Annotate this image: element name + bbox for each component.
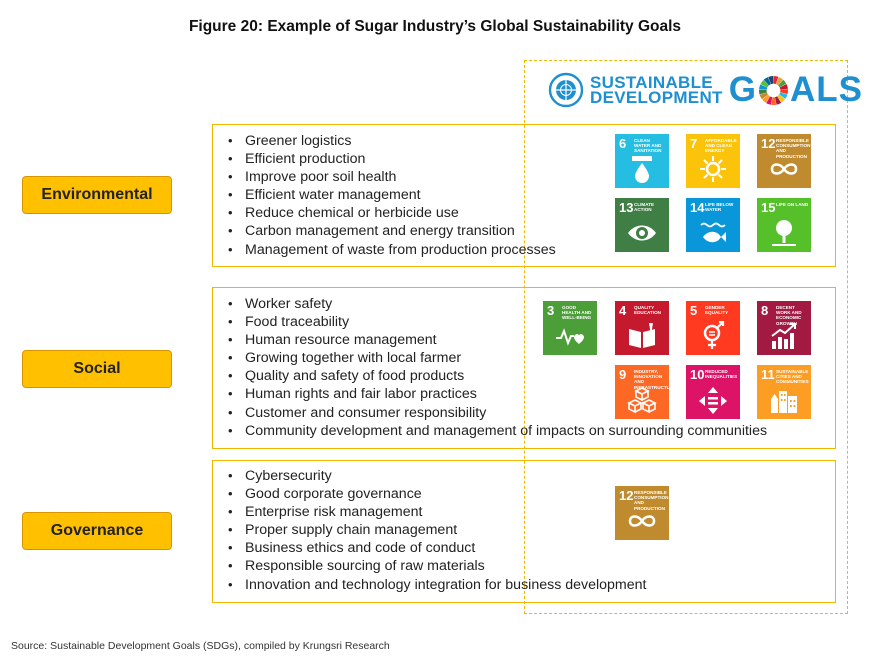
wheel-segment: [777, 94, 786, 103]
social-panel: [212, 287, 836, 449]
logo-line-development: DEVELOPMENT: [590, 88, 723, 107]
list-item: Community development and management of …: [228, 422, 767, 440]
wheel-segment: [778, 91, 788, 99]
governance-label: Governance: [22, 512, 172, 550]
list-item: Customer and consumer responsibility: [228, 404, 767, 422]
sdg-tile-13: 13 Climate action: [615, 198, 669, 252]
logo-goals-word: G ALS: [729, 72, 863, 108]
wheel-segment: [778, 79, 787, 87]
wheel-segment: [762, 94, 770, 103]
sdg-tile-5: 5 Gender equality: [686, 301, 740, 355]
wheel-segment: [779, 83, 788, 90]
wheel-segment: [773, 75, 779, 84]
cubes-icon: [627, 387, 657, 414]
list-item: Responsible sourcing of raw materials: [228, 557, 646, 575]
logo-line-sustainable: SUSTAINABLE: [590, 73, 713, 92]
sdg-tile-6: 6 Clean water and sanitation: [615, 134, 669, 188]
sdg-tile-3: 3 Good health and well-being: [543, 301, 597, 355]
list-item: Good corporate governance: [228, 485, 646, 503]
growth-chart-icon: [771, 323, 796, 349]
figure-title: Figure 20: Example of Sugar Industry’s G…: [188, 18, 682, 35]
wheel-segment: [771, 96, 777, 105]
environmental-label: Environmental: [22, 176, 172, 214]
list-item: Improve poor soil health: [228, 168, 556, 186]
list-item: Innovation and technology integration fo…: [228, 576, 646, 594]
wheel-segment: [759, 92, 769, 99]
book-icon: [629, 323, 655, 348]
list-item: Human resource management: [228, 331, 767, 349]
list-item: Worker safety: [228, 295, 767, 313]
list-item: Proper supply chain management: [228, 521, 646, 539]
wheel-segment: [763, 76, 771, 85]
sdg-tile-11: 11 Sustainable cities and communities: [757, 365, 811, 419]
source-note: Source: Sustainable Development Goals (S…: [11, 640, 390, 652]
list-item: Carbon management and energy transition: [228, 222, 556, 240]
sdg-tile-14: 14 Life below water: [686, 198, 740, 252]
list-item: Management of waste from production proc…: [228, 241, 556, 259]
list-item: Enterprise risk management: [228, 503, 646, 521]
equality-icon: [699, 387, 727, 414]
social-label: Social: [22, 350, 172, 388]
sdg-tile-9: 9 Industry, innovation and infrastructur…: [615, 365, 669, 419]
city-icon: [771, 391, 797, 413]
list-item: Growing together with local farmer: [228, 349, 767, 367]
sdg-tile-12: 12 Responsible consumption and productio…: [757, 134, 811, 188]
logo-goals-als: ALS: [789, 70, 863, 109]
list-item: Reduce chemical or herbicide use: [228, 204, 556, 222]
wheel-segment: [780, 88, 788, 94]
wheel-segment: [775, 76, 783, 85]
sdg-tile-12-governance: 12 Responsible consumption and productio…: [615, 486, 669, 540]
infinity-icon: [770, 163, 798, 175]
environmental-panel: [212, 124, 836, 267]
heartbeat-icon: [556, 328, 584, 346]
fish-icon: [700, 222, 726, 243]
sdg-color-wheel-icon: [758, 75, 788, 105]
list-item: Efficient production: [228, 150, 556, 168]
sdg-tile-15: 15 Life on land: [757, 198, 811, 252]
gender-icon: [703, 321, 725, 349]
eye-globe-icon: [628, 225, 656, 241]
list-item: Quality and safety of food products: [228, 367, 767, 385]
wheel-segment: [768, 75, 774, 84]
tree-icon: [772, 220, 796, 246]
social-list: Worker safety Food traceability Human re…: [228, 295, 767, 440]
wheel-segment: [774, 95, 782, 105]
sdg-tile-4: 4 Quality education: [615, 301, 669, 355]
infinity-icon: [628, 515, 656, 527]
logo-goals-g: G: [728, 70, 757, 109]
list-item: Food traceability: [228, 313, 767, 331]
governance-panel: [212, 460, 836, 603]
sdg-tile-8: 8 Decent work and economic growth: [757, 301, 811, 355]
wheel-segment: [758, 89, 767, 94]
wheel-segment: [766, 95, 773, 105]
sdg-tile-10: 10 Reduced inequalities: [686, 365, 740, 419]
governance-list: Cybersecurity Good corporate governance …: [228, 467, 646, 594]
list-item: Cybersecurity: [228, 467, 646, 485]
un-emblem-icon: [548, 72, 584, 108]
list-item: Efficient water management: [228, 186, 556, 204]
sun-icon: [700, 156, 726, 182]
water-drop-icon: [632, 156, 652, 183]
sdg-tile-7: 7 Affordable and clean energy: [686, 134, 740, 188]
wheel-segment: [758, 83, 768, 90]
list-item: Business ethics and code of conduct: [228, 539, 646, 557]
wheel-segment: [760, 79, 769, 87]
list-item: Human rights and fair labor practices: [228, 385, 767, 403]
environmental-list: Greener logistics Efficient production I…: [228, 132, 556, 259]
list-item: Greener logistics: [228, 132, 556, 150]
sdg-logo: SUSTAINABLE DEVELOPMENT G ALS: [548, 70, 863, 110]
